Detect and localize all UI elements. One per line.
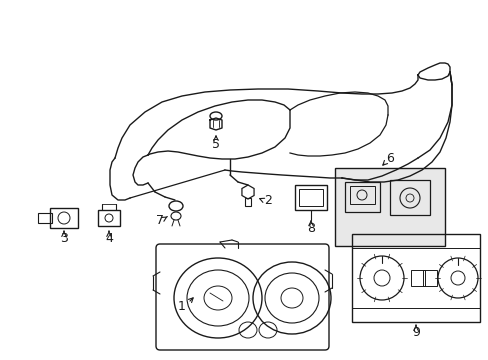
Text: 2: 2 (264, 194, 271, 207)
Bar (38, 213, 52, 223)
Bar (298, 189, 323, 206)
Text: 5: 5 (212, 139, 220, 152)
Bar (345, 182, 379, 212)
Bar (422, 270, 436, 286)
Text: 4: 4 (105, 231, 113, 244)
Text: 9: 9 (411, 325, 419, 338)
Bar (294, 185, 326, 210)
Text: 8: 8 (306, 221, 314, 234)
Bar (334, 168, 444, 246)
Bar (389, 180, 429, 215)
Text: 7: 7 (156, 213, 163, 226)
Bar (98, 210, 120, 226)
Bar (349, 186, 374, 204)
Bar (351, 234, 479, 322)
Text: 3: 3 (60, 231, 68, 244)
Bar (244, 198, 250, 206)
Bar (410, 270, 424, 286)
Bar (50, 208, 78, 228)
Text: 6: 6 (385, 152, 393, 165)
Text: 1: 1 (178, 300, 185, 312)
